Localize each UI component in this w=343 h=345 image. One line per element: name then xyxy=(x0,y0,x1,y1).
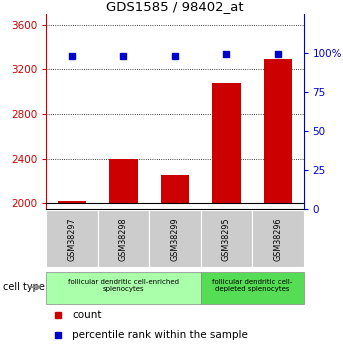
Text: cell type: cell type xyxy=(3,282,45,292)
Bar xyxy=(264,59,292,203)
FancyBboxPatch shape xyxy=(201,210,252,267)
FancyBboxPatch shape xyxy=(252,210,304,267)
Text: GSM38298: GSM38298 xyxy=(119,217,128,261)
FancyBboxPatch shape xyxy=(201,272,304,304)
Bar xyxy=(161,175,189,203)
Bar xyxy=(109,159,138,203)
Text: follicular dendritic cell-enriched
splenocytes: follicular dendritic cell-enriched splen… xyxy=(68,279,179,292)
Text: count: count xyxy=(72,310,102,320)
FancyBboxPatch shape xyxy=(149,210,201,267)
Text: percentile rank within the sample: percentile rank within the sample xyxy=(72,330,248,340)
Bar xyxy=(212,83,240,203)
Text: follicular dendritic cell-
depleted splenocytes: follicular dendritic cell- depleted sple… xyxy=(212,279,292,292)
Text: GSM38296: GSM38296 xyxy=(273,217,282,261)
FancyBboxPatch shape xyxy=(46,272,201,304)
Text: GSM38299: GSM38299 xyxy=(170,217,179,261)
FancyBboxPatch shape xyxy=(46,210,98,267)
Text: GSM38295: GSM38295 xyxy=(222,217,231,261)
Bar xyxy=(58,201,86,203)
Text: GSM38297: GSM38297 xyxy=(68,217,76,261)
Title: GDS1585 / 98402_at: GDS1585 / 98402_at xyxy=(106,0,244,13)
FancyBboxPatch shape xyxy=(98,210,149,267)
